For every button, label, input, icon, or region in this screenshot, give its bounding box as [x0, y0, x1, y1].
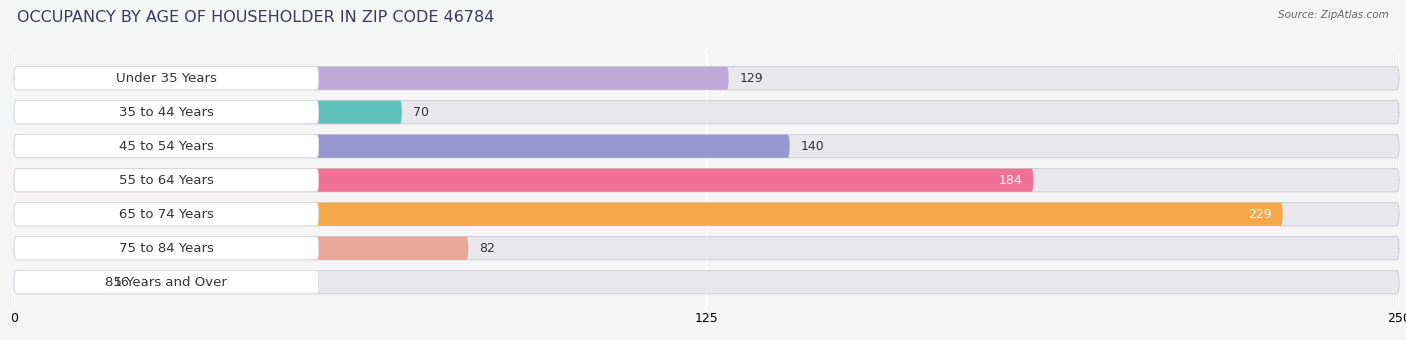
FancyBboxPatch shape — [14, 101, 319, 124]
FancyBboxPatch shape — [14, 237, 1399, 260]
FancyBboxPatch shape — [14, 237, 319, 260]
Text: 70: 70 — [413, 106, 429, 119]
Text: 45 to 54 Years: 45 to 54 Years — [120, 140, 214, 153]
Text: 75 to 84 Years: 75 to 84 Years — [120, 242, 214, 255]
FancyBboxPatch shape — [14, 135, 790, 158]
FancyBboxPatch shape — [14, 169, 1399, 192]
Text: Under 35 Years: Under 35 Years — [115, 72, 217, 85]
FancyBboxPatch shape — [14, 101, 402, 124]
Text: 229: 229 — [1249, 208, 1271, 221]
Text: 35 to 44 Years: 35 to 44 Years — [120, 106, 214, 119]
FancyBboxPatch shape — [14, 169, 319, 192]
Text: OCCUPANCY BY AGE OF HOUSEHOLDER IN ZIP CODE 46784: OCCUPANCY BY AGE OF HOUSEHOLDER IN ZIP C… — [17, 10, 495, 25]
FancyBboxPatch shape — [14, 237, 468, 260]
Text: 85 Years and Over: 85 Years and Over — [105, 276, 228, 289]
FancyBboxPatch shape — [14, 169, 1033, 192]
FancyBboxPatch shape — [14, 135, 1399, 158]
FancyBboxPatch shape — [14, 101, 1399, 124]
Text: 16: 16 — [114, 276, 129, 289]
FancyBboxPatch shape — [14, 203, 1282, 226]
FancyBboxPatch shape — [14, 271, 103, 294]
Text: 82: 82 — [479, 242, 495, 255]
FancyBboxPatch shape — [14, 135, 319, 158]
FancyBboxPatch shape — [14, 203, 319, 226]
FancyBboxPatch shape — [14, 67, 319, 90]
FancyBboxPatch shape — [14, 67, 1399, 90]
Text: Source: ZipAtlas.com: Source: ZipAtlas.com — [1278, 10, 1389, 20]
Text: 129: 129 — [740, 72, 763, 85]
FancyBboxPatch shape — [14, 271, 319, 294]
Text: 65 to 74 Years: 65 to 74 Years — [120, 208, 214, 221]
Text: 55 to 64 Years: 55 to 64 Years — [120, 174, 214, 187]
Text: 184: 184 — [998, 174, 1022, 187]
Text: 140: 140 — [800, 140, 824, 153]
FancyBboxPatch shape — [14, 271, 1399, 294]
FancyBboxPatch shape — [14, 67, 728, 90]
FancyBboxPatch shape — [14, 203, 1399, 226]
